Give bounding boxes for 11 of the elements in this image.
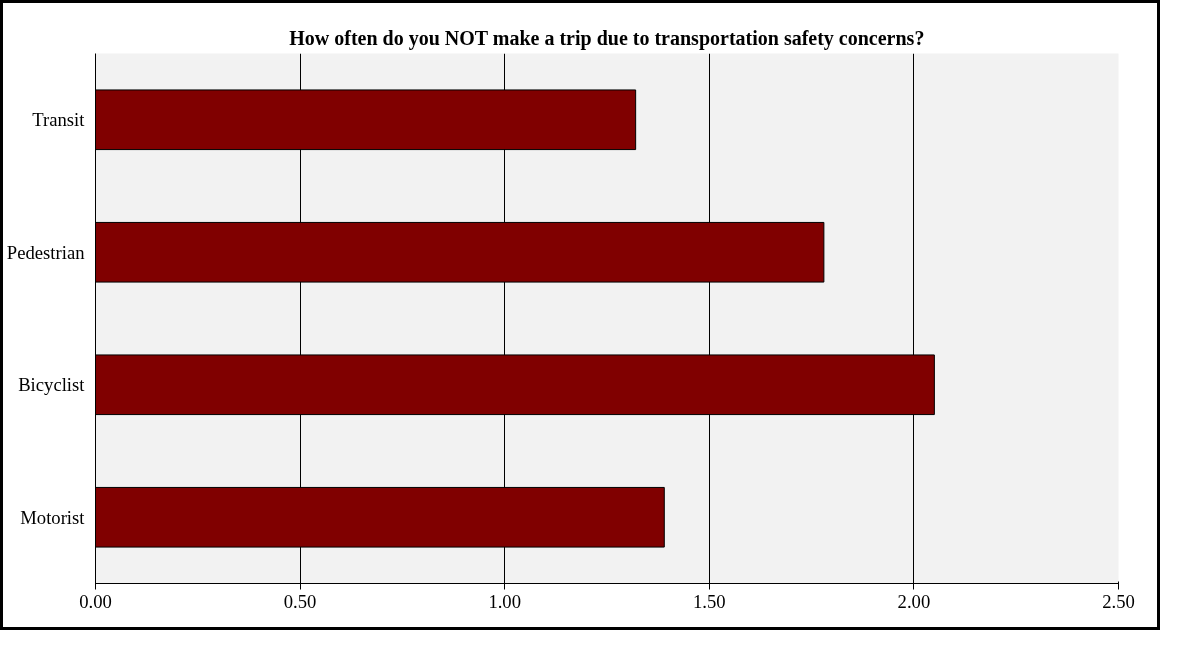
y-tick-label: Bicyclist [18,374,86,396]
y-tick-label: Transit [32,109,86,131]
chart-title: How often do you NOT make a trip due to transportation safety concerns? [289,26,925,50]
x-tick-label: 1.00 [488,590,522,612]
x-tick-label: 2.00 [897,590,931,612]
y-tick-label: Pedestrian [6,241,86,263]
x-tick-label: 1.50 [692,590,726,612]
x-tick-label: 2.50 [1102,590,1135,612]
x-tick-label: 0.00 [79,590,112,612]
y-tick-label: Motorist [20,506,86,528]
x-tick-label: 0.50 [283,590,317,612]
